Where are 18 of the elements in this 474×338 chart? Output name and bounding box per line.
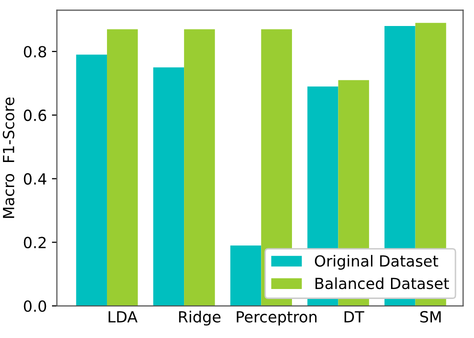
bar xyxy=(153,67,184,306)
legend-label: Original Dataset xyxy=(314,254,438,270)
x-tick-label: LDA xyxy=(108,311,138,322)
y-tick-label: 0.8 xyxy=(24,46,46,58)
y-tick-label: 0.2 xyxy=(24,236,46,248)
x-tick-label: Ridge xyxy=(179,310,220,326)
y-tick-label: 0.4 xyxy=(24,173,46,185)
y-tick-label: 0.6 xyxy=(24,110,46,122)
bar xyxy=(184,29,215,306)
y-tick-label: 0.0 xyxy=(24,300,46,312)
legend-label: Balanced Dataset xyxy=(316,277,449,290)
x-tick-label: DT xyxy=(344,311,364,322)
bar xyxy=(230,245,262,306)
x-tick-label: Perceptron xyxy=(236,311,316,326)
bar xyxy=(106,29,138,306)
x-tick-label: SM xyxy=(420,311,441,323)
bar xyxy=(76,54,107,306)
y-axis-title: Macro F1-Score xyxy=(2,97,14,218)
